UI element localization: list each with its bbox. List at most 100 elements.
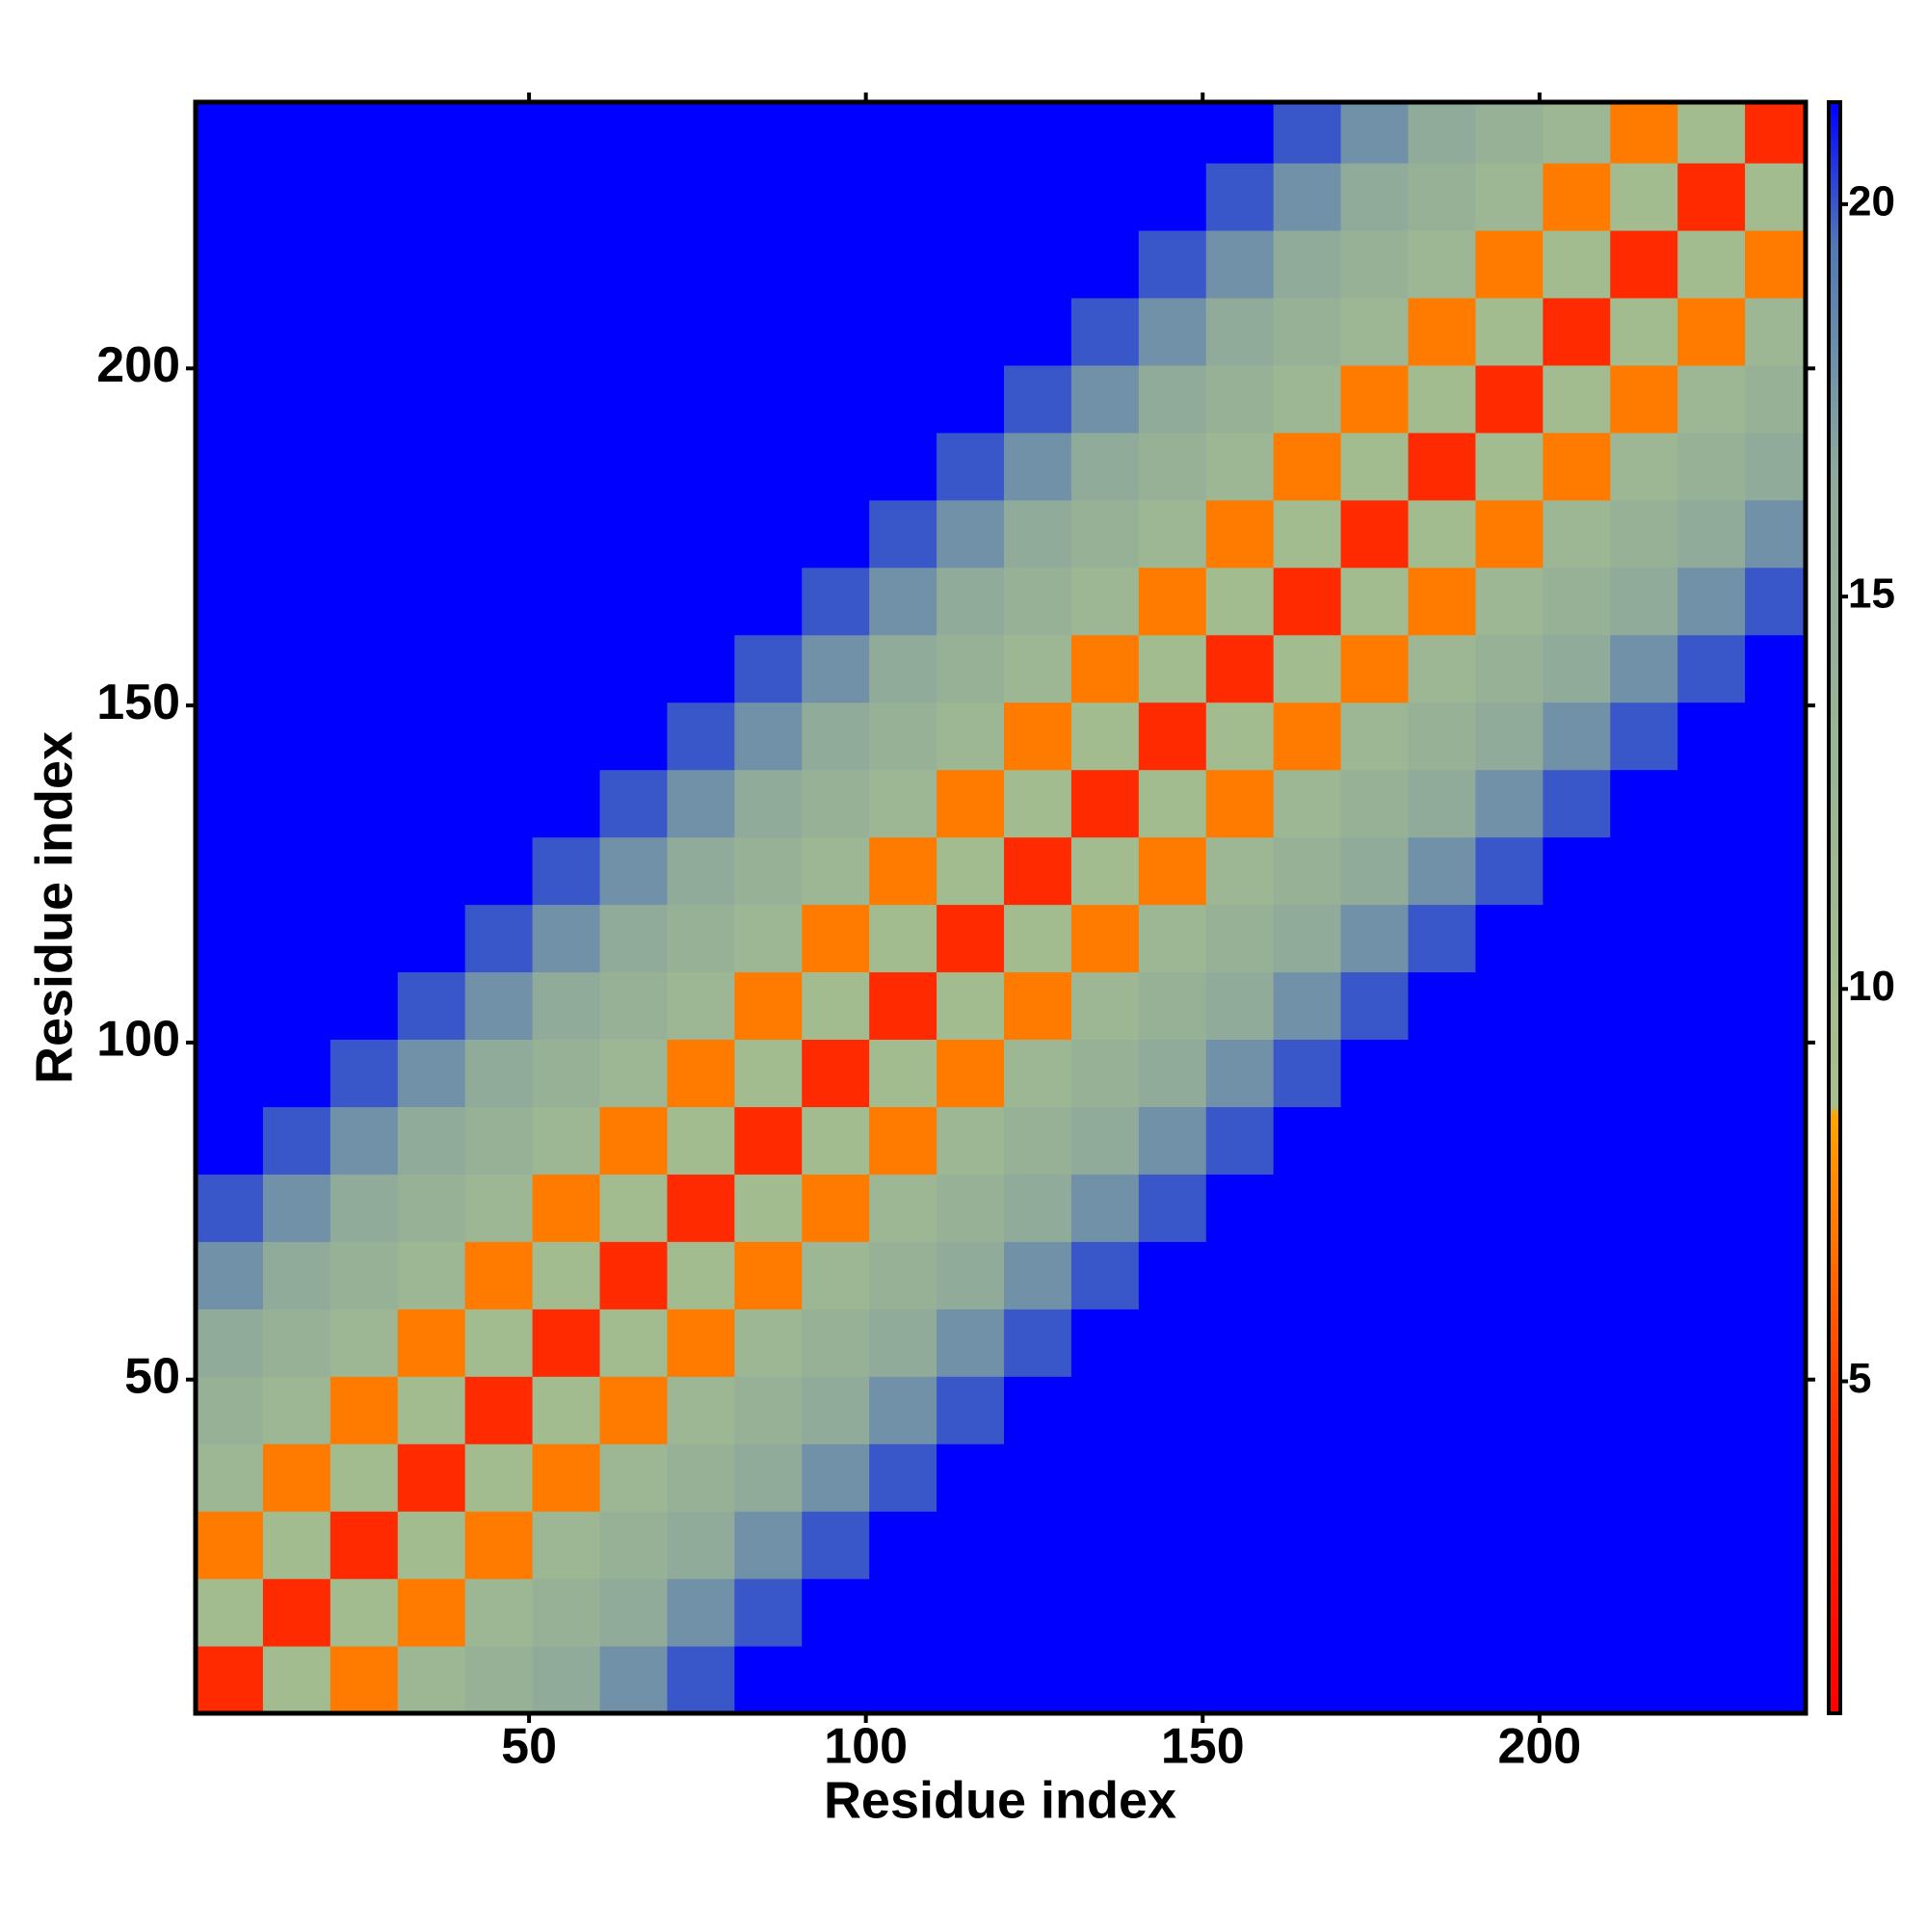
heatmap-cell — [1205, 634, 1275, 703]
heatmap-cell — [1070, 102, 1140, 164]
heatmap-cell — [734, 1106, 803, 1175]
heatmap-cell — [667, 1646, 735, 1713]
heatmap-cell — [1408, 1309, 1477, 1377]
heatmap-cell — [667, 1174, 735, 1242]
heatmap-cell — [397, 1241, 466, 1310]
heatmap-cell — [196, 1106, 264, 1175]
heatmap-cell — [1543, 1578, 1611, 1647]
heatmap-cell — [1273, 162, 1342, 231]
heatmap-cell — [1138, 364, 1207, 434]
heatmap-cell — [1070, 971, 1140, 1041]
heatmap-cell — [869, 364, 937, 434]
heatmap-cell — [1543, 1511, 1611, 1579]
heatmap-cell — [599, 1039, 669, 1107]
heatmap-cell — [1003, 1106, 1072, 1175]
heatmap-cell — [397, 432, 466, 501]
heatmap-cell — [1543, 1443, 1611, 1512]
heatmap-cell — [330, 297, 399, 366]
colorbar-tick-label: 15 — [1848, 570, 1895, 618]
heatmap-cell — [1610, 567, 1678, 636]
heatmap-cell — [532, 1376, 601, 1444]
heatmap-cell — [734, 1646, 803, 1713]
heatmap-cell — [464, 701, 534, 771]
heatmap-cell — [937, 229, 1005, 299]
heatmap-cell — [1070, 1106, 1140, 1175]
heatmap-cell — [734, 769, 803, 838]
heatmap-cell — [1677, 229, 1746, 299]
heatmap-cell — [599, 1309, 669, 1377]
heatmap-cell — [262, 162, 331, 231]
heatmap-cell — [599, 297, 669, 366]
heatmap-cell — [397, 102, 466, 164]
heatmap-cell — [1070, 1174, 1140, 1242]
heatmap-cell — [1138, 904, 1207, 973]
heatmap-cell — [196, 1174, 264, 1242]
heatmap-cell — [1003, 701, 1072, 771]
heatmap-cell — [1677, 1106, 1746, 1175]
heatmap-cell — [1677, 701, 1746, 771]
heatmap-cell — [1475, 1578, 1544, 1647]
heatmap-cell — [1340, 297, 1410, 366]
heatmap-cell — [667, 1039, 735, 1107]
heatmap-cell — [1610, 499, 1678, 569]
heatmap-cell — [667, 1376, 735, 1444]
heatmap-cell — [1475, 634, 1544, 703]
heatmap-cell — [532, 904, 601, 973]
heatmap-cell — [397, 1106, 466, 1175]
heatmap-cell — [464, 769, 534, 838]
heatmap-cell — [262, 971, 331, 1041]
heatmap-cell — [1610, 904, 1678, 973]
heatmap-cell — [1745, 432, 1806, 501]
heatmap-cell — [667, 364, 735, 434]
heatmap-cell — [1205, 1443, 1275, 1512]
heatmap-cell — [532, 162, 601, 231]
heatmap-cell — [1745, 634, 1806, 703]
heatmap-cell — [1003, 1241, 1072, 1310]
heatmap-cell — [1138, 102, 1207, 164]
heatmap-cell — [1677, 432, 1746, 501]
heatmap-cell — [330, 432, 399, 501]
heatmap-cell — [1003, 567, 1072, 636]
heatmap-cell — [1408, 1376, 1477, 1444]
heatmap-cell — [464, 229, 534, 299]
heatmap-cell — [1070, 1578, 1140, 1647]
heatmap-cell — [869, 567, 937, 636]
heatmap-cell — [1745, 701, 1806, 771]
heatmap-cell — [1205, 1578, 1275, 1647]
heatmap-cell — [196, 229, 264, 299]
heatmap-cell — [802, 102, 870, 164]
heatmap-cell — [667, 634, 735, 703]
heatmap-cell — [1677, 1646, 1746, 1713]
heatmap-cell — [1408, 1241, 1477, 1310]
heatmap-cell — [599, 1646, 669, 1713]
heatmap-cell — [1475, 1174, 1544, 1242]
heatmap-cell — [1003, 1578, 1072, 1647]
heatmap-cell — [1610, 1309, 1678, 1377]
heatmap-cell — [1138, 971, 1207, 1041]
heatmap-cell — [1070, 1241, 1140, 1310]
heatmap-cell — [1745, 499, 1806, 569]
heatmap-cell — [1340, 1376, 1410, 1444]
heatmap-cell — [869, 904, 937, 973]
heatmap-cell — [937, 769, 1005, 838]
heatmap-cell — [1070, 432, 1140, 501]
heatmap-cell — [1340, 701, 1410, 771]
heatmap-cell — [937, 432, 1005, 501]
heatmap-cell — [532, 432, 601, 501]
heatmap-cell — [1138, 1511, 1207, 1579]
heatmap-cell — [1273, 904, 1342, 973]
heatmap-cell — [1745, 567, 1806, 636]
heatmap-cell — [667, 162, 735, 231]
heatmap-cell — [1205, 769, 1275, 838]
heatmap-cell — [1745, 1376, 1806, 1444]
heatmap-cell — [802, 634, 870, 703]
heatmap-cell — [330, 102, 399, 164]
heatmap-cell — [1408, 102, 1477, 164]
heatmap-cell — [1340, 432, 1410, 501]
heatmap-cell — [464, 1443, 534, 1512]
heatmap-cell — [1677, 1511, 1746, 1579]
heatmap-cell — [262, 1511, 331, 1579]
x-tick-label: 200 — [1497, 1719, 1581, 1775]
heatmap-cell — [869, 1443, 937, 1512]
heatmap-cell — [667, 701, 735, 771]
